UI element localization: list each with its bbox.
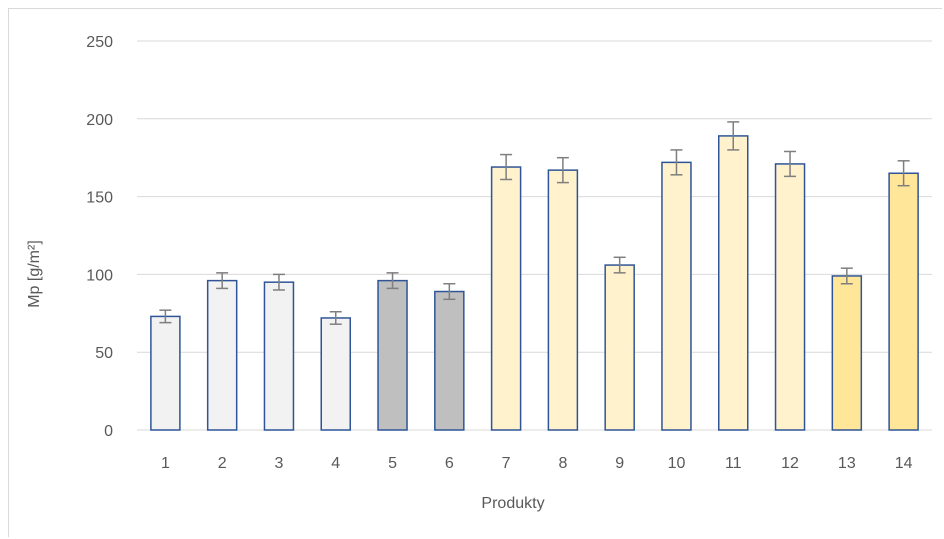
x-tick-label-3: 3: [275, 455, 284, 472]
y-tick-label-0: 0: [104, 423, 113, 440]
error-bar-12: [784, 150, 797, 178]
x-tick-label-1: 1: [161, 455, 170, 472]
bar-8: [547, 169, 579, 431]
y-tick-label-150: 150: [86, 190, 113, 207]
y-axis-label: Mp [g/m²]: [26, 240, 43, 308]
error-bar-10: [670, 149, 683, 176]
bar-10: [661, 161, 692, 431]
x-tick-label-6: 6: [445, 455, 454, 472]
x-tick-label-5: 5: [388, 455, 397, 472]
error-bar-9: [613, 256, 626, 274]
y-axis-tick-labels: 0 50 100 150 200 250: [86, 34, 113, 440]
error-bar-2: [216, 272, 229, 290]
bar-11: [718, 135, 749, 431]
bars: [150, 135, 919, 431]
error-bar-5: [386, 272, 399, 290]
bar-3: [263, 281, 295, 431]
bar-1: [150, 315, 181, 431]
x-tick-label-2: 2: [218, 455, 227, 472]
x-tick-label-4: 4: [331, 455, 340, 472]
gridlines: [137, 40, 932, 431]
error-bar-4: [329, 310, 342, 325]
y-tick-label-100: 100: [86, 267, 113, 284]
bar-2: [206, 279, 238, 431]
x-axis-tick-labels: 1 2 3 4 5 6 7 8 9 10 11 12 13 14: [161, 455, 913, 472]
x-tick-label-11: 11: [725, 455, 742, 472]
bar-12: [774, 163, 806, 431]
y-tick-label-200: 200: [86, 112, 113, 129]
chart-frame: [8, 8, 942, 537]
y-tick-label-250: 250: [86, 34, 113, 51]
error-bar-6: [443, 282, 456, 301]
error-bar-11: [727, 121, 740, 151]
bar-4: [320, 317, 351, 431]
x-tick-label-10: 10: [668, 455, 686, 472]
bar-9: [604, 264, 635, 431]
x-tick-label-9: 9: [615, 455, 624, 472]
x-tick-label-12: 12: [781, 455, 799, 472]
y-tick-label-50: 50: [95, 345, 113, 362]
bar-13: [831, 275, 863, 431]
x-tick-label-7: 7: [502, 455, 511, 472]
bar-6: [434, 290, 465, 431]
x-axis-label: Produkty: [481, 495, 544, 512]
x-tick-label-8: 8: [558, 455, 567, 472]
error-bar-14: [897, 160, 910, 187]
error-bar-7: [500, 153, 513, 181]
x-tick-label-14: 14: [895, 455, 913, 472]
bar-14: [888, 172, 919, 431]
error-bar-13: [840, 267, 853, 285]
error-bar-8: [556, 156, 569, 184]
bar-7: [490, 166, 522, 431]
x-tick-label-13: 13: [838, 455, 856, 472]
error-bars: [159, 121, 910, 325]
error-bar-3: [272, 273, 285, 291]
bar-5: [377, 279, 408, 431]
error-bar-1: [159, 309, 172, 324]
